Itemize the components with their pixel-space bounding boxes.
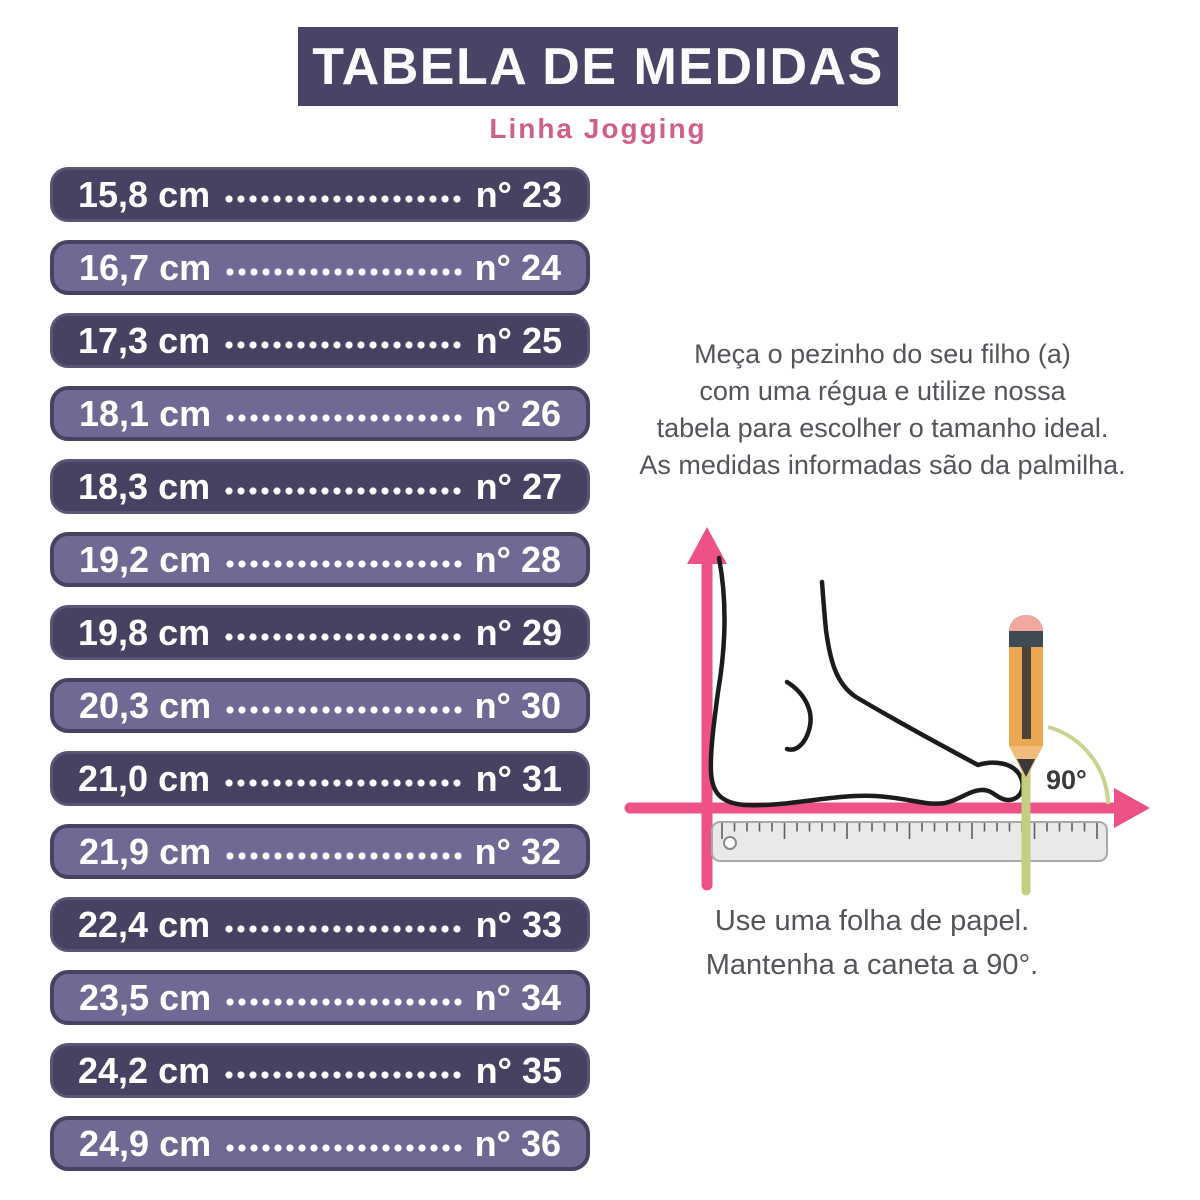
- row-measure: 21,9 cm: [79, 830, 212, 872]
- row-size: n° 25: [475, 319, 562, 361]
- dotted-leader: [223, 339, 463, 350]
- pencil-icon: [1009, 615, 1043, 779]
- size-row: 23,5 cm n° 34: [50, 970, 590, 1025]
- row-measure: 18,3 cm: [78, 465, 211, 507]
- size-row: 16,7 cm n° 24: [50, 240, 590, 295]
- dotted-leader: [224, 996, 462, 1007]
- caption-text: Use uma folha de papel. Mantenha a canet…: [622, 899, 1122, 987]
- row-measure: 19,2 cm: [79, 538, 212, 580]
- size-table: 15,8 cm n° 23 16,7 cm n° 24 17,3 cm n° 2…: [50, 167, 590, 1189]
- size-row: 17,3 cm n° 25: [50, 313, 590, 368]
- size-row: 18,3 cm n° 27: [50, 459, 590, 514]
- instructions-line: Meça o pezinho do seu filho (a): [694, 339, 1071, 369]
- dotted-leader: [224, 1142, 462, 1153]
- row-measure: 23,5 cm: [79, 976, 212, 1018]
- caption-line: Mantenha a caneta a 90°.: [705, 949, 1039, 981]
- dotted-leader: [224, 412, 462, 423]
- size-row: 18,1 cm n° 26: [50, 386, 590, 441]
- dotted-leader: [223, 485, 463, 496]
- size-row: 22,4 cm n° 33: [50, 897, 590, 952]
- row-measure: 24,2 cm: [78, 1049, 211, 1091]
- size-row: 24,9 cm n° 36: [50, 1116, 590, 1171]
- size-row: 15,8 cm n° 23: [50, 167, 590, 222]
- dotted-leader: [223, 923, 463, 934]
- dotted-leader: [224, 266, 462, 277]
- row-size: n° 26: [474, 392, 561, 434]
- row-measure: 19,8 cm: [78, 611, 211, 653]
- foot-outline-icon: [708, 555, 1025, 808]
- angle-label: 90°: [1046, 765, 1087, 795]
- row-size: n° 35: [475, 1049, 562, 1091]
- row-size: n° 23: [475, 173, 562, 215]
- size-row: 19,2 cm n° 28: [50, 532, 590, 587]
- page-title: TABELA DE MEDIDAS: [312, 37, 884, 96]
- dotted-leader: [224, 850, 462, 861]
- dotted-leader: [223, 193, 463, 204]
- row-size: n° 34: [474, 976, 561, 1018]
- angle-arc-icon: [1047, 725, 1110, 805]
- row-measure: 15,8 cm: [78, 173, 211, 215]
- foot-measuring-illustration: 90°: [624, 527, 1150, 896]
- size-row: 24,2 cm n° 35: [50, 1043, 590, 1098]
- dotted-leader: [223, 777, 463, 788]
- caption-line: Use uma folha de papel.: [714, 905, 1030, 937]
- row-size: n° 30: [474, 684, 561, 726]
- size-row: 21,9 cm n° 32: [50, 824, 590, 879]
- subtitle: Linha Jogging: [489, 113, 707, 144]
- row-measure: 21,0 cm: [78, 757, 211, 799]
- row-size: n° 24: [474, 246, 561, 288]
- instructions-line: As medidas informadas são da palmilha.: [639, 450, 1126, 480]
- row-size: n° 33: [475, 903, 562, 945]
- dotted-leader: [223, 1069, 463, 1080]
- row-measure: 16,7 cm: [79, 246, 212, 288]
- instructions-line: com uma régua e utilize nossa: [699, 376, 1066, 406]
- title-banner: TABELA DE MEDIDAS: [298, 27, 898, 106]
- row-size: n° 29: [475, 611, 562, 653]
- dotted-leader: [223, 631, 463, 642]
- row-size: n° 32: [474, 830, 561, 872]
- row-measure: 18,1 cm: [79, 392, 212, 434]
- row-size: n° 31: [475, 757, 562, 799]
- size-row: 21,0 cm n° 31: [50, 751, 590, 806]
- row-measure: 17,3 cm: [78, 319, 211, 361]
- row-measure: 20,3 cm: [79, 684, 212, 726]
- dotted-leader: [224, 704, 462, 715]
- dotted-leader: [224, 558, 462, 569]
- axes-icon: [624, 527, 1150, 891]
- row-size: n° 27: [475, 465, 562, 507]
- row-size: n° 28: [474, 538, 561, 580]
- row-size: n° 36: [474, 1122, 561, 1164]
- ruler-icon: [711, 821, 1108, 862]
- instructions-text: Meça o pezinho do seu filho (a) com uma …: [605, 336, 1160, 484]
- size-row: 19,8 cm n° 29: [50, 605, 590, 660]
- row-measure: 22,4 cm: [78, 903, 211, 945]
- instructions-line: tabela para escolher o tamanho ideal.: [656, 413, 1109, 443]
- size-row: 20,3 cm n° 30: [50, 678, 590, 733]
- row-measure: 24,9 cm: [79, 1122, 212, 1164]
